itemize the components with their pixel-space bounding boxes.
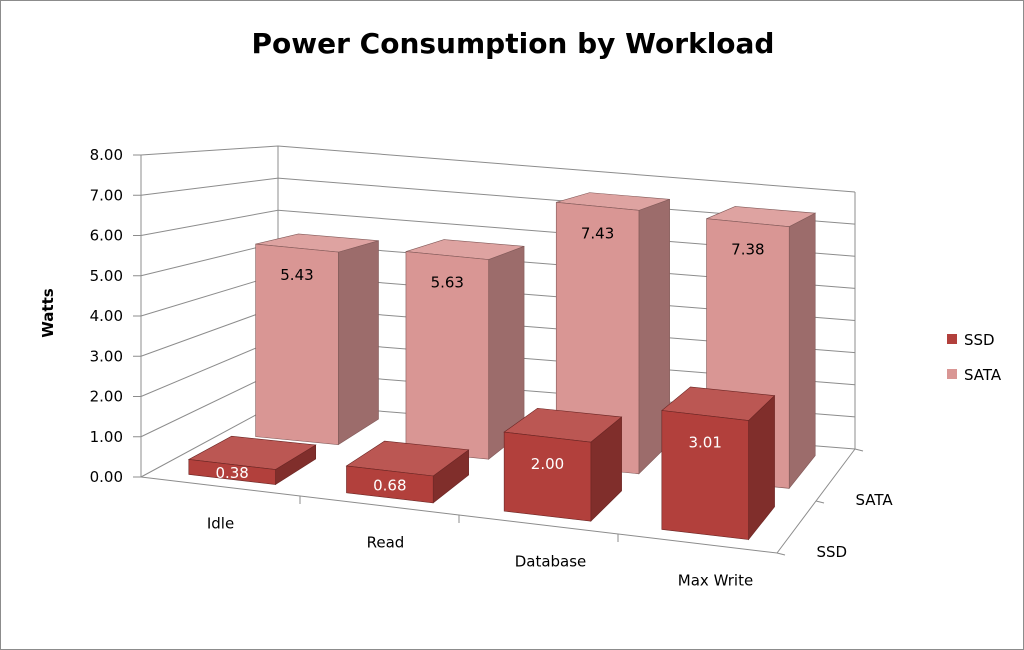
bar-ssd-2 — [503, 407, 623, 522]
y-axis-label: Watts — [39, 288, 57, 337]
data-label-ssd: 0.38 — [215, 464, 248, 482]
depth-tick-mark — [776, 552, 786, 556]
x-category-label: Database — [515, 553, 587, 571]
bar-sata-2 — [555, 192, 670, 475]
y-tick-label: 4.00 — [90, 307, 123, 325]
y-tick-label: 3.00 — [90, 347, 123, 365]
depth-axis-labels: SATA SSD — [817, 491, 894, 561]
y-tick-label: 8.00 — [90, 146, 123, 164]
bars-layer: 5.43 5.63 7.43 7.38 0.38 0.68 2.00 3.01 — [187, 192, 817, 541]
x-category-label: Idle — [207, 515, 234, 533]
legend-label-sata: SATA — [964, 366, 1002, 384]
depth-label: SSD — [817, 543, 848, 561]
data-label-ssd: 3.01 — [688, 434, 721, 452]
data-label-sata: 5.43 — [280, 266, 313, 284]
bar-sata-1 — [405, 239, 525, 460]
data-label-ssd: 0.68 — [373, 476, 406, 494]
legend-label-ssd: SSD — [964, 331, 995, 349]
y-tick-label: 7.00 — [90, 186, 123, 204]
y-tick-label: 1.00 — [90, 428, 123, 446]
y-tick-label: 6.00 — [90, 227, 123, 245]
legend-swatch-ssd — [947, 334, 957, 344]
chart-title: Power Consumption by Workload — [252, 27, 775, 60]
gridline — [140, 145, 856, 193]
data-label-sata: 7.38 — [731, 241, 764, 259]
data-label-sata: 5.63 — [431, 274, 464, 292]
x-category-labels: Idle Read Database Max Write — [207, 515, 753, 590]
data-label-ssd: 2.00 — [531, 455, 564, 473]
y-tick-label: 5.00 — [90, 267, 123, 285]
bar-ssd-0 — [187, 435, 317, 486]
depth-tick-mark — [854, 448, 864, 452]
legend: SSD SATA — [947, 331, 1002, 384]
depth-tick-mark — [815, 500, 825, 504]
legend-swatch-sata — [947, 369, 957, 379]
data-label-sata: 7.43 — [581, 224, 614, 242]
bar-ssd-3 — [661, 386, 776, 541]
y-tick-labels: 0.00 1.00 2.00 3.00 4.00 5.00 6.00 7.00 8.00 — [90, 146, 123, 486]
depth-label: SATA — [856, 491, 894, 509]
x-category-label: Max Write — [678, 572, 753, 590]
y-tick-label: 0.00 — [90, 468, 123, 486]
y-tick-label: 2.00 — [90, 388, 123, 406]
bar-ssd-1 — [345, 440, 470, 504]
x-category-label: Read — [367, 534, 405, 552]
bar-sata-0 — [255, 233, 379, 446]
